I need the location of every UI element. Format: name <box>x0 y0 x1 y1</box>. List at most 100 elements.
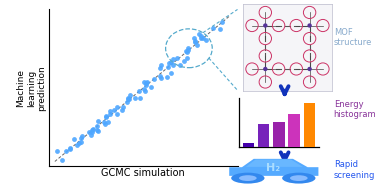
Point <box>94 124 100 127</box>
Point <box>191 36 197 40</box>
Point <box>198 34 204 37</box>
Point <box>185 47 191 50</box>
Bar <box>273 122 285 147</box>
Text: H₂: H₂ <box>266 163 280 174</box>
Point <box>67 146 73 149</box>
Point <box>71 138 77 141</box>
Text: MOF
structure: MOF structure <box>334 28 372 47</box>
Point <box>181 60 187 63</box>
Circle shape <box>290 175 308 181</box>
Point <box>103 116 109 119</box>
Point <box>166 62 172 65</box>
Point <box>204 38 210 41</box>
Point <box>217 27 223 30</box>
Point <box>142 89 148 92</box>
Point <box>114 106 120 109</box>
Point <box>127 94 133 97</box>
Circle shape <box>239 175 257 181</box>
Point <box>87 134 93 137</box>
Point <box>168 61 174 64</box>
Point <box>141 87 147 90</box>
X-axis label: GCMC simulation: GCMC simulation <box>101 168 185 178</box>
Bar <box>304 103 315 147</box>
Point <box>86 131 92 134</box>
Point <box>78 141 84 144</box>
Point <box>165 66 171 69</box>
Point <box>126 98 132 101</box>
Point <box>80 135 86 138</box>
Point <box>54 150 60 153</box>
Point <box>192 39 198 42</box>
Point <box>158 76 164 79</box>
Point <box>195 43 201 46</box>
Point <box>105 121 111 124</box>
Bar <box>243 143 254 147</box>
Point <box>198 37 204 40</box>
Point <box>78 137 84 140</box>
Point <box>158 63 164 66</box>
Point <box>119 108 125 112</box>
Point <box>125 96 131 99</box>
Point <box>124 100 130 103</box>
Point <box>125 98 131 101</box>
Point <box>185 48 191 51</box>
Point <box>90 128 96 131</box>
Point <box>141 81 147 84</box>
Point <box>94 129 100 132</box>
Point <box>168 72 174 75</box>
Y-axis label: Machine
learning
prediction: Machine learning prediction <box>17 65 46 111</box>
Text: Rapid
screening: Rapid screening <box>334 160 375 180</box>
Point <box>59 158 65 161</box>
Point <box>136 90 142 93</box>
Text: Energy
histogram: Energy histogram <box>334 100 376 119</box>
Point <box>114 113 120 116</box>
Point <box>102 123 108 126</box>
Point <box>151 78 157 81</box>
Point <box>107 109 113 112</box>
Circle shape <box>307 67 312 71</box>
Point <box>144 80 150 83</box>
Point <box>192 41 198 44</box>
Circle shape <box>231 173 265 184</box>
Circle shape <box>282 173 316 184</box>
Polygon shape <box>246 160 303 167</box>
Point <box>164 76 170 79</box>
Polygon shape <box>229 159 319 176</box>
Point <box>175 57 181 60</box>
Point <box>103 115 109 118</box>
Bar <box>288 114 300 147</box>
Point <box>120 105 126 108</box>
Point <box>157 75 163 78</box>
Point <box>219 21 225 24</box>
Point <box>89 129 95 132</box>
Point <box>170 64 176 67</box>
Circle shape <box>263 23 268 28</box>
Point <box>101 121 107 124</box>
Point <box>95 120 101 123</box>
Point <box>157 67 163 70</box>
Point <box>76 142 82 145</box>
Point <box>184 50 190 53</box>
Circle shape <box>263 67 268 71</box>
Point <box>75 143 81 146</box>
Point <box>107 112 113 115</box>
Point <box>196 32 202 35</box>
Point <box>143 83 149 86</box>
Point <box>137 96 143 99</box>
Point <box>147 85 153 88</box>
Point <box>95 130 101 133</box>
Circle shape <box>307 23 312 28</box>
Point <box>89 130 95 133</box>
Point <box>183 50 189 53</box>
Point <box>63 149 69 152</box>
Point <box>210 26 216 29</box>
Point <box>184 56 190 59</box>
Point <box>177 64 183 67</box>
Point <box>111 109 117 112</box>
Point <box>170 57 176 60</box>
Point <box>132 97 138 100</box>
Point <box>143 81 149 84</box>
Bar <box>258 124 270 147</box>
Point <box>200 36 206 39</box>
Point <box>67 148 74 151</box>
